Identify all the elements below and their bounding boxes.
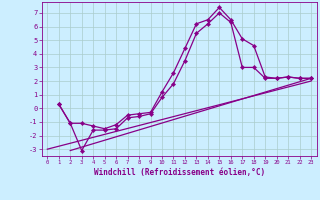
X-axis label: Windchill (Refroidissement éolien,°C): Windchill (Refroidissement éolien,°C) xyxy=(94,168,265,177)
